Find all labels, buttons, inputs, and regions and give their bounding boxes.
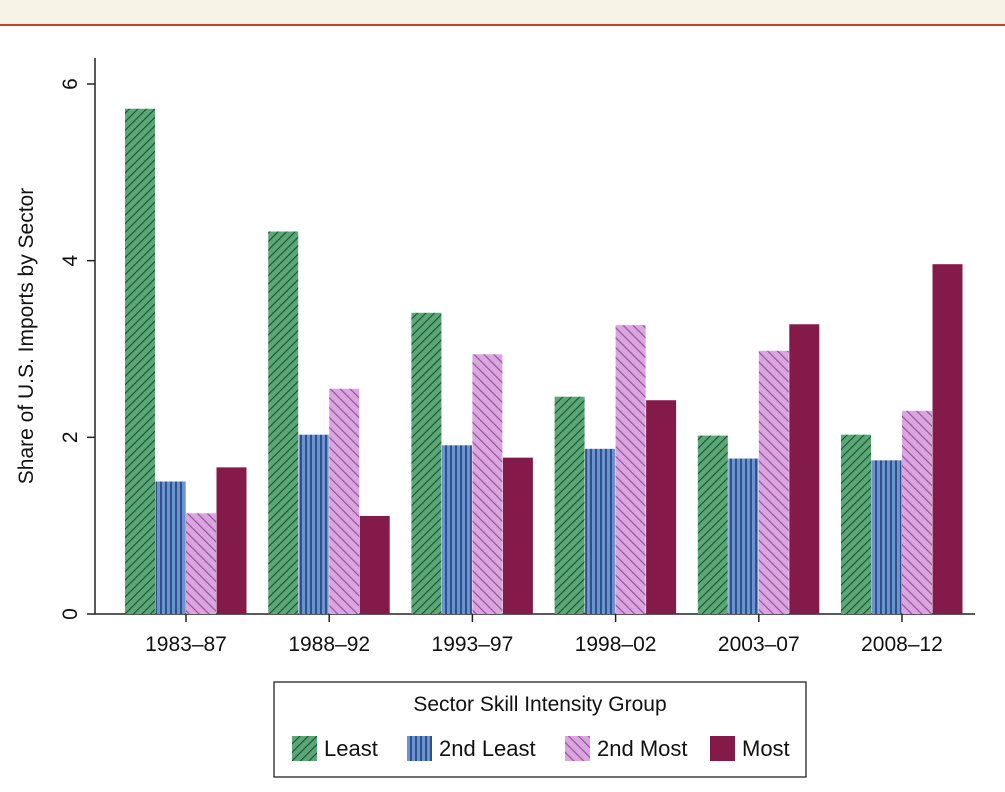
y-tick-label: 6 [59,78,82,90]
bar-most-1983-87 [216,467,247,614]
bar-2nd-most-2008-12 [902,410,932,614]
x-tick-label: 2008–12 [861,633,943,656]
bar-most-2003-07 [789,324,820,614]
x-tick-label: 1993–97 [432,633,514,656]
x-tick-label: 1998–02 [575,633,657,656]
bar-2nd-most-1993-97 [472,354,503,614]
y-tick-label: 0 [59,608,82,620]
legend-swatch-2nd-least [407,736,432,761]
bar-least-1988-92 [268,231,299,614]
bar-2nd-least-1988-92 [298,434,329,614]
legend-swatch-2nd-most [565,736,590,761]
legend-title: Sector Skill Intensity Group [413,693,666,716]
y-tick-label: 4 [59,255,82,267]
bar-2nd-most-1998-02 [615,325,646,614]
bar-2nd-most-1983-87 [186,513,216,614]
legend-label-2nd-most: 2nd Most [597,736,688,761]
bar-most-1988-92 [359,515,390,614]
bar-2nd-least-1983-87 [155,481,186,614]
bar-least-1993-97 [411,312,442,614]
bar-2nd-least-1993-97 [441,445,472,614]
bar-2nd-least-2008-12 [871,460,902,614]
x-tick-label: 1983–87 [145,633,227,656]
x-tick-label: 1988–92 [288,633,370,656]
y-tick-label: 2 [59,431,82,443]
bar-most-2008-12 [932,264,963,614]
bar-2nd-most-2003-07 [758,350,789,614]
legend-swatch-least [292,736,317,761]
x-tick-label: 2003–07 [718,633,800,656]
legend-swatch-most [710,736,735,761]
bar-most-1998-02 [646,400,677,614]
legend-box [273,681,807,778]
top-band [0,0,1005,26]
bar-least-1983-87 [125,108,155,614]
bar-2nd-least-2003-07 [728,458,759,614]
bar-most-1993-97 [502,457,533,614]
bar-2nd-most-1988-92 [329,388,360,614]
bar-2nd-least-1998-02 [585,448,616,614]
legend-label-most: Most [742,736,790,761]
bar-least-1998-02 [554,396,585,614]
legend-label-least: Least [324,736,378,761]
y-axis-title: Share of U.S. Imports by Sector [15,188,38,484]
bar-least-2008-12 [841,434,871,614]
bar-least-2003-07 [697,435,728,614]
legend-label-2nd-least: 2nd Least [439,736,536,761]
